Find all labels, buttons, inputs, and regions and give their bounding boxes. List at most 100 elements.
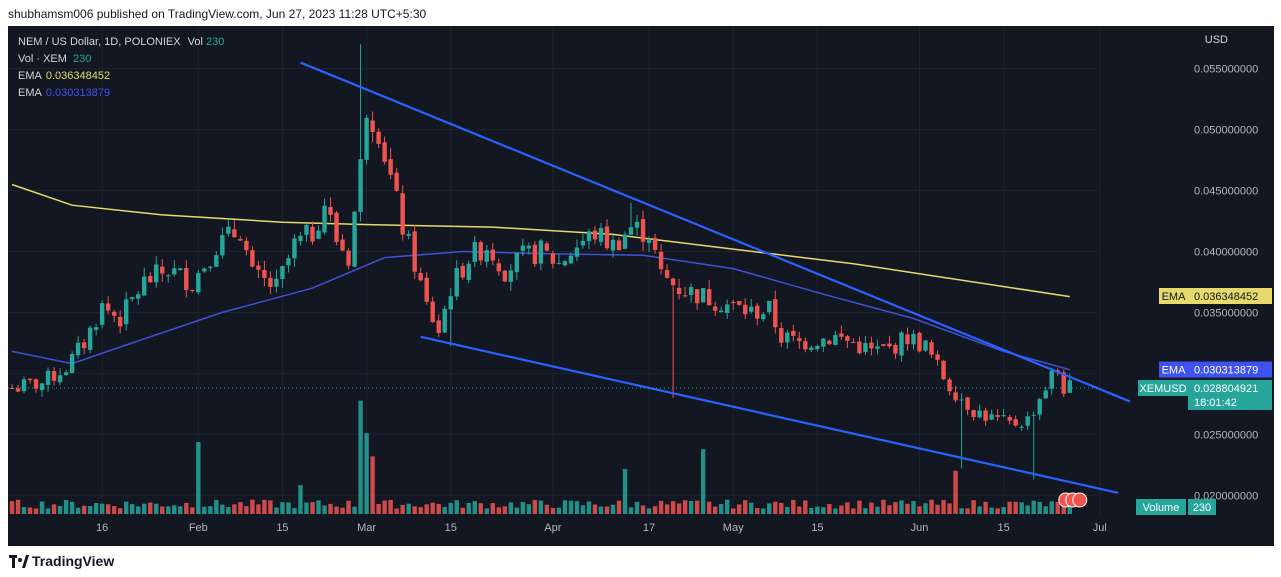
volume-bar xyxy=(634,501,640,514)
price-label-tag xyxy=(1138,379,1188,396)
volume-bar xyxy=(436,503,441,514)
candle xyxy=(166,273,171,283)
volume-bar xyxy=(568,500,574,514)
y-tick-label: 0.050000000 xyxy=(1194,125,1258,137)
volume-bar xyxy=(448,502,453,514)
candle-body xyxy=(767,300,772,312)
volume-bar xyxy=(27,507,33,514)
candle xyxy=(154,256,159,288)
candle-body xyxy=(803,341,808,350)
legend-ema2-row[interactable]: EMA 0.030313879 xyxy=(18,85,224,102)
legend-ema1-value: 0.036348452 xyxy=(45,70,111,82)
candle xyxy=(400,185,405,241)
volume-bar xyxy=(190,507,195,514)
candle-body xyxy=(298,235,303,242)
volume-bar xyxy=(989,507,994,514)
candle xyxy=(538,239,544,271)
volume-bar xyxy=(737,504,742,514)
candle xyxy=(544,241,550,252)
candle xyxy=(995,409,1000,421)
volume-bar xyxy=(136,506,141,514)
legend-ema1-row[interactable]: EMA 0.036348452 xyxy=(18,68,224,85)
volume-bar xyxy=(1025,505,1030,514)
candle xyxy=(827,339,832,345)
candle xyxy=(749,298,754,314)
candle-body xyxy=(292,238,297,259)
candle-body xyxy=(214,255,219,267)
candle xyxy=(376,128,381,149)
candle-body xyxy=(238,238,243,241)
price-label-name: XEMUSD xyxy=(1139,383,1186,395)
legend-ema1-label: EMA xyxy=(18,70,42,82)
candle-body xyxy=(322,205,327,233)
volume-bar xyxy=(911,501,916,514)
candle xyxy=(797,331,802,349)
candle xyxy=(580,234,586,249)
volume-bar xyxy=(262,499,267,514)
candle-body xyxy=(1025,416,1030,426)
candle xyxy=(688,283,694,303)
legend-volume-row[interactable]: Vol · XEM 230 xyxy=(18,51,224,68)
volume-bar xyxy=(406,503,411,514)
candle xyxy=(520,238,526,257)
candle-body xyxy=(592,230,598,240)
candle-body xyxy=(1001,415,1006,417)
candle xyxy=(923,340,928,353)
candle xyxy=(508,264,514,291)
y-tick-label: 0.025000000 xyxy=(1194,429,1258,441)
candlestick-chart[interactable]: 0.0200000000.0250000000.0300000000.03500… xyxy=(8,26,1274,546)
candle xyxy=(346,248,351,270)
legend-vol-sub-value: 230 xyxy=(72,53,92,65)
volume-bar xyxy=(63,500,69,514)
candle-body xyxy=(286,258,291,266)
candle-body xyxy=(220,235,225,256)
candle xyxy=(953,385,958,403)
candle xyxy=(1037,397,1042,420)
candle-body xyxy=(526,245,532,249)
volume-bar xyxy=(142,503,147,514)
volume-bar xyxy=(382,500,387,514)
volume-bar xyxy=(502,506,508,514)
volume-label-tag xyxy=(1136,499,1186,515)
candle-body xyxy=(863,342,868,353)
legend-symbol-row[interactable]: NEM / US Dollar, 1D, POLONIEX Vol 230 xyxy=(18,34,224,51)
candle-body xyxy=(706,289,712,306)
volume-bar xyxy=(478,503,483,514)
candle-body xyxy=(688,287,694,296)
candle-body xyxy=(105,303,111,311)
candle-body xyxy=(81,342,87,349)
candle xyxy=(989,409,994,421)
price-label-name: EMA xyxy=(1162,291,1187,303)
candle xyxy=(622,231,628,250)
candle-body xyxy=(520,245,526,251)
candle-body xyxy=(634,221,640,228)
candle-body xyxy=(935,354,940,360)
candle-body xyxy=(304,224,309,235)
candle-body xyxy=(1043,390,1048,399)
volume-bar xyxy=(941,500,946,514)
volume-bar xyxy=(586,501,592,514)
volume-bar xyxy=(983,501,988,514)
volume-bar xyxy=(316,500,321,514)
candle-body xyxy=(412,231,417,272)
candle xyxy=(857,336,862,355)
candle xyxy=(1013,415,1018,428)
candle xyxy=(424,272,429,305)
candle xyxy=(562,259,568,267)
candle-body xyxy=(743,304,748,315)
chart-panel[interactable]: 0.0200000000.0250000000.0300000000.03500… xyxy=(8,26,1274,546)
publisher-bar: shubhamsm006 published on TradingView.co… xyxy=(0,0,1281,26)
candle xyxy=(160,259,165,282)
volume-bar xyxy=(1031,500,1036,514)
y-tick-label: 0.055000000 xyxy=(1194,64,1258,76)
candle xyxy=(394,168,399,192)
candle-body xyxy=(779,328,784,343)
candle-body xyxy=(839,333,844,337)
volume-bar xyxy=(310,502,315,514)
candle-body xyxy=(454,268,459,297)
candle xyxy=(1001,409,1006,418)
candle xyxy=(773,290,778,334)
candle-body xyxy=(93,327,99,330)
candle xyxy=(388,148,393,180)
candle xyxy=(803,337,808,353)
